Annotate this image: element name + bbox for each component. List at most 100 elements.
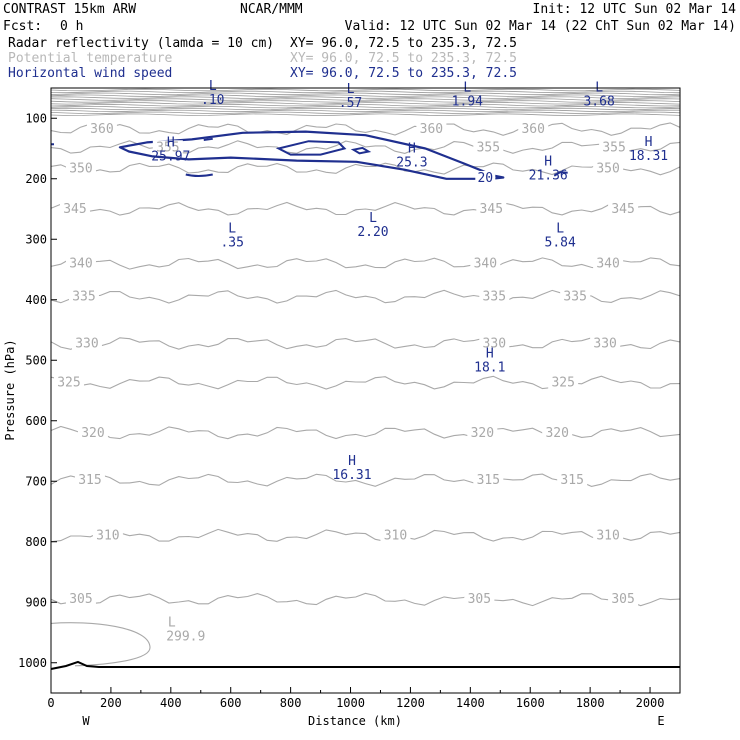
theta-label-315: 315 xyxy=(560,473,583,488)
y-tick-label: 100 xyxy=(25,111,47,125)
theta-label-350: 350 xyxy=(69,161,92,176)
theta-label-bg xyxy=(77,425,108,440)
theta-label-350: 350 xyxy=(596,161,619,176)
field-reflectivity-xy: XY= 96.0, 72.5 to 235.3, 72.5 xyxy=(290,36,517,51)
y-tick-label: 300 xyxy=(25,232,47,246)
valid-time: Valid: 12 UTC Sun 02 Mar 14 (22 ChT Sun … xyxy=(345,19,736,34)
fcst-label: Fcst: xyxy=(3,19,42,34)
stack-line xyxy=(50,90,681,94)
theta-label-bg xyxy=(590,336,621,351)
jet-contour-outer xyxy=(118,130,505,180)
x-tick-label: 1200 xyxy=(396,696,425,710)
theta-extreme-type: L xyxy=(168,616,176,631)
theta-label-bg xyxy=(476,202,507,216)
theta-label-330: 330 xyxy=(483,336,506,351)
y-tick-label: 900 xyxy=(25,595,47,609)
theta-label-bg xyxy=(59,202,90,216)
jet-contour-inner xyxy=(275,140,347,156)
theta-label-bg xyxy=(593,161,624,176)
surface-line xyxy=(50,660,680,670)
east-label: E xyxy=(657,714,664,728)
surface-pressure-line xyxy=(50,660,680,670)
theta-label-bg xyxy=(470,256,501,271)
wind-extreme-type: H xyxy=(544,155,552,170)
theta-label-345: 345 xyxy=(63,202,86,217)
theta-label-320: 320 xyxy=(81,426,104,441)
y-tick-label: 1000 xyxy=(18,656,47,670)
y-axis-label: Pressure (hPa) xyxy=(3,339,17,440)
wind-extreme-value: 2.20 xyxy=(357,225,388,240)
theta-line-310 xyxy=(50,528,681,543)
jet-contour-tail xyxy=(185,173,213,178)
theta-label-335: 335 xyxy=(72,290,95,305)
stack-line xyxy=(50,96,681,99)
theta-label-bg xyxy=(71,336,102,351)
x-tick-label: 1000 xyxy=(336,696,365,710)
x-tick-label: 200 xyxy=(100,696,122,710)
wind-extreme-type: L xyxy=(347,82,355,97)
wind-extreme-value: 25.3 xyxy=(396,155,427,170)
theta-label-315: 315 xyxy=(477,473,500,488)
theta-label-335: 335 xyxy=(563,290,586,305)
theta-label-bg xyxy=(542,425,573,440)
theta-extreme-value: 299.9 xyxy=(166,630,205,645)
theta-label-315: 315 xyxy=(78,473,101,488)
axes: 0 200 400 600 800 1000 1200 1400 1600 1800 2000 100… xyxy=(18,111,664,710)
theta-label-310: 310 xyxy=(96,529,119,544)
x-tick-label: 800 xyxy=(280,696,302,710)
x-tick-label: 1600 xyxy=(516,696,545,710)
theta-label-355: 355 xyxy=(477,140,500,155)
wind-contour-level-label: 20 xyxy=(477,171,493,186)
theta-line-300 xyxy=(50,622,151,667)
y-tick-label: 400 xyxy=(25,293,47,307)
theta-label-325: 325 xyxy=(57,376,80,391)
theta-line-305 xyxy=(50,592,681,607)
theta-label-bg xyxy=(479,289,510,304)
stack-line xyxy=(50,94,681,97)
fcst-value: 0 h xyxy=(60,19,83,34)
theta-contours xyxy=(50,122,681,667)
theta-label-305: 305 xyxy=(468,592,491,607)
theta-label-310: 310 xyxy=(384,529,407,544)
wind-extreme-value: 3.68 xyxy=(583,94,614,109)
wind-extreme-value: 21.36 xyxy=(529,169,568,184)
theta-label-bg xyxy=(518,122,549,137)
theta-label-305: 305 xyxy=(69,592,92,607)
theta-label-325: 325 xyxy=(551,376,574,391)
field-wind-name: Horizontal wind speed xyxy=(8,66,172,81)
theta-label-bg xyxy=(608,202,639,216)
jet-contour-east xyxy=(553,171,568,177)
wind-extreme-type: L xyxy=(228,221,236,236)
stack-line xyxy=(50,111,681,115)
theta-label-330: 330 xyxy=(593,336,616,351)
theta-label-bg xyxy=(557,473,588,488)
theta-label-335: 335 xyxy=(483,290,506,305)
field-theta-xy: XY= 96.0, 72.5 to 235.3, 72.5 xyxy=(290,51,517,66)
theta-label-320: 320 xyxy=(545,426,568,441)
wind-contour-20 xyxy=(51,130,568,180)
stack-line xyxy=(50,98,681,101)
theta-line-350 xyxy=(50,162,681,176)
y-tick-label: 500 xyxy=(25,353,47,367)
x-tick-label: 400 xyxy=(160,696,182,710)
stack-line xyxy=(50,107,681,111)
stack-line xyxy=(50,103,681,107)
theta-label-345: 345 xyxy=(480,202,503,217)
stack-line xyxy=(50,109,681,113)
field-reflectivity-name: Radar reflectivity (lamda = 10 cm) xyxy=(8,36,274,51)
theta-label-305: 305 xyxy=(611,592,634,607)
x-tick-label: 1800 xyxy=(576,696,605,710)
wind-extreme-type: H xyxy=(167,135,175,150)
theta-label-bg xyxy=(473,473,504,488)
theta-label-bg xyxy=(467,425,498,440)
wind-extreme-value: 18.1 xyxy=(474,361,505,376)
theta-label-bg xyxy=(53,375,84,390)
x-tick-label: 0 xyxy=(47,696,54,710)
theta-label-bg xyxy=(599,140,630,155)
contour-labels: 305 305 305 310 310 310 315 315 315 320 320 320 325 3… xyxy=(53,79,668,645)
theta-label-355: 355 xyxy=(156,140,179,155)
field-theta-name: Potential temperature xyxy=(8,51,173,66)
y-tick-label: 200 xyxy=(25,172,47,186)
theta-label-bg xyxy=(152,140,183,155)
